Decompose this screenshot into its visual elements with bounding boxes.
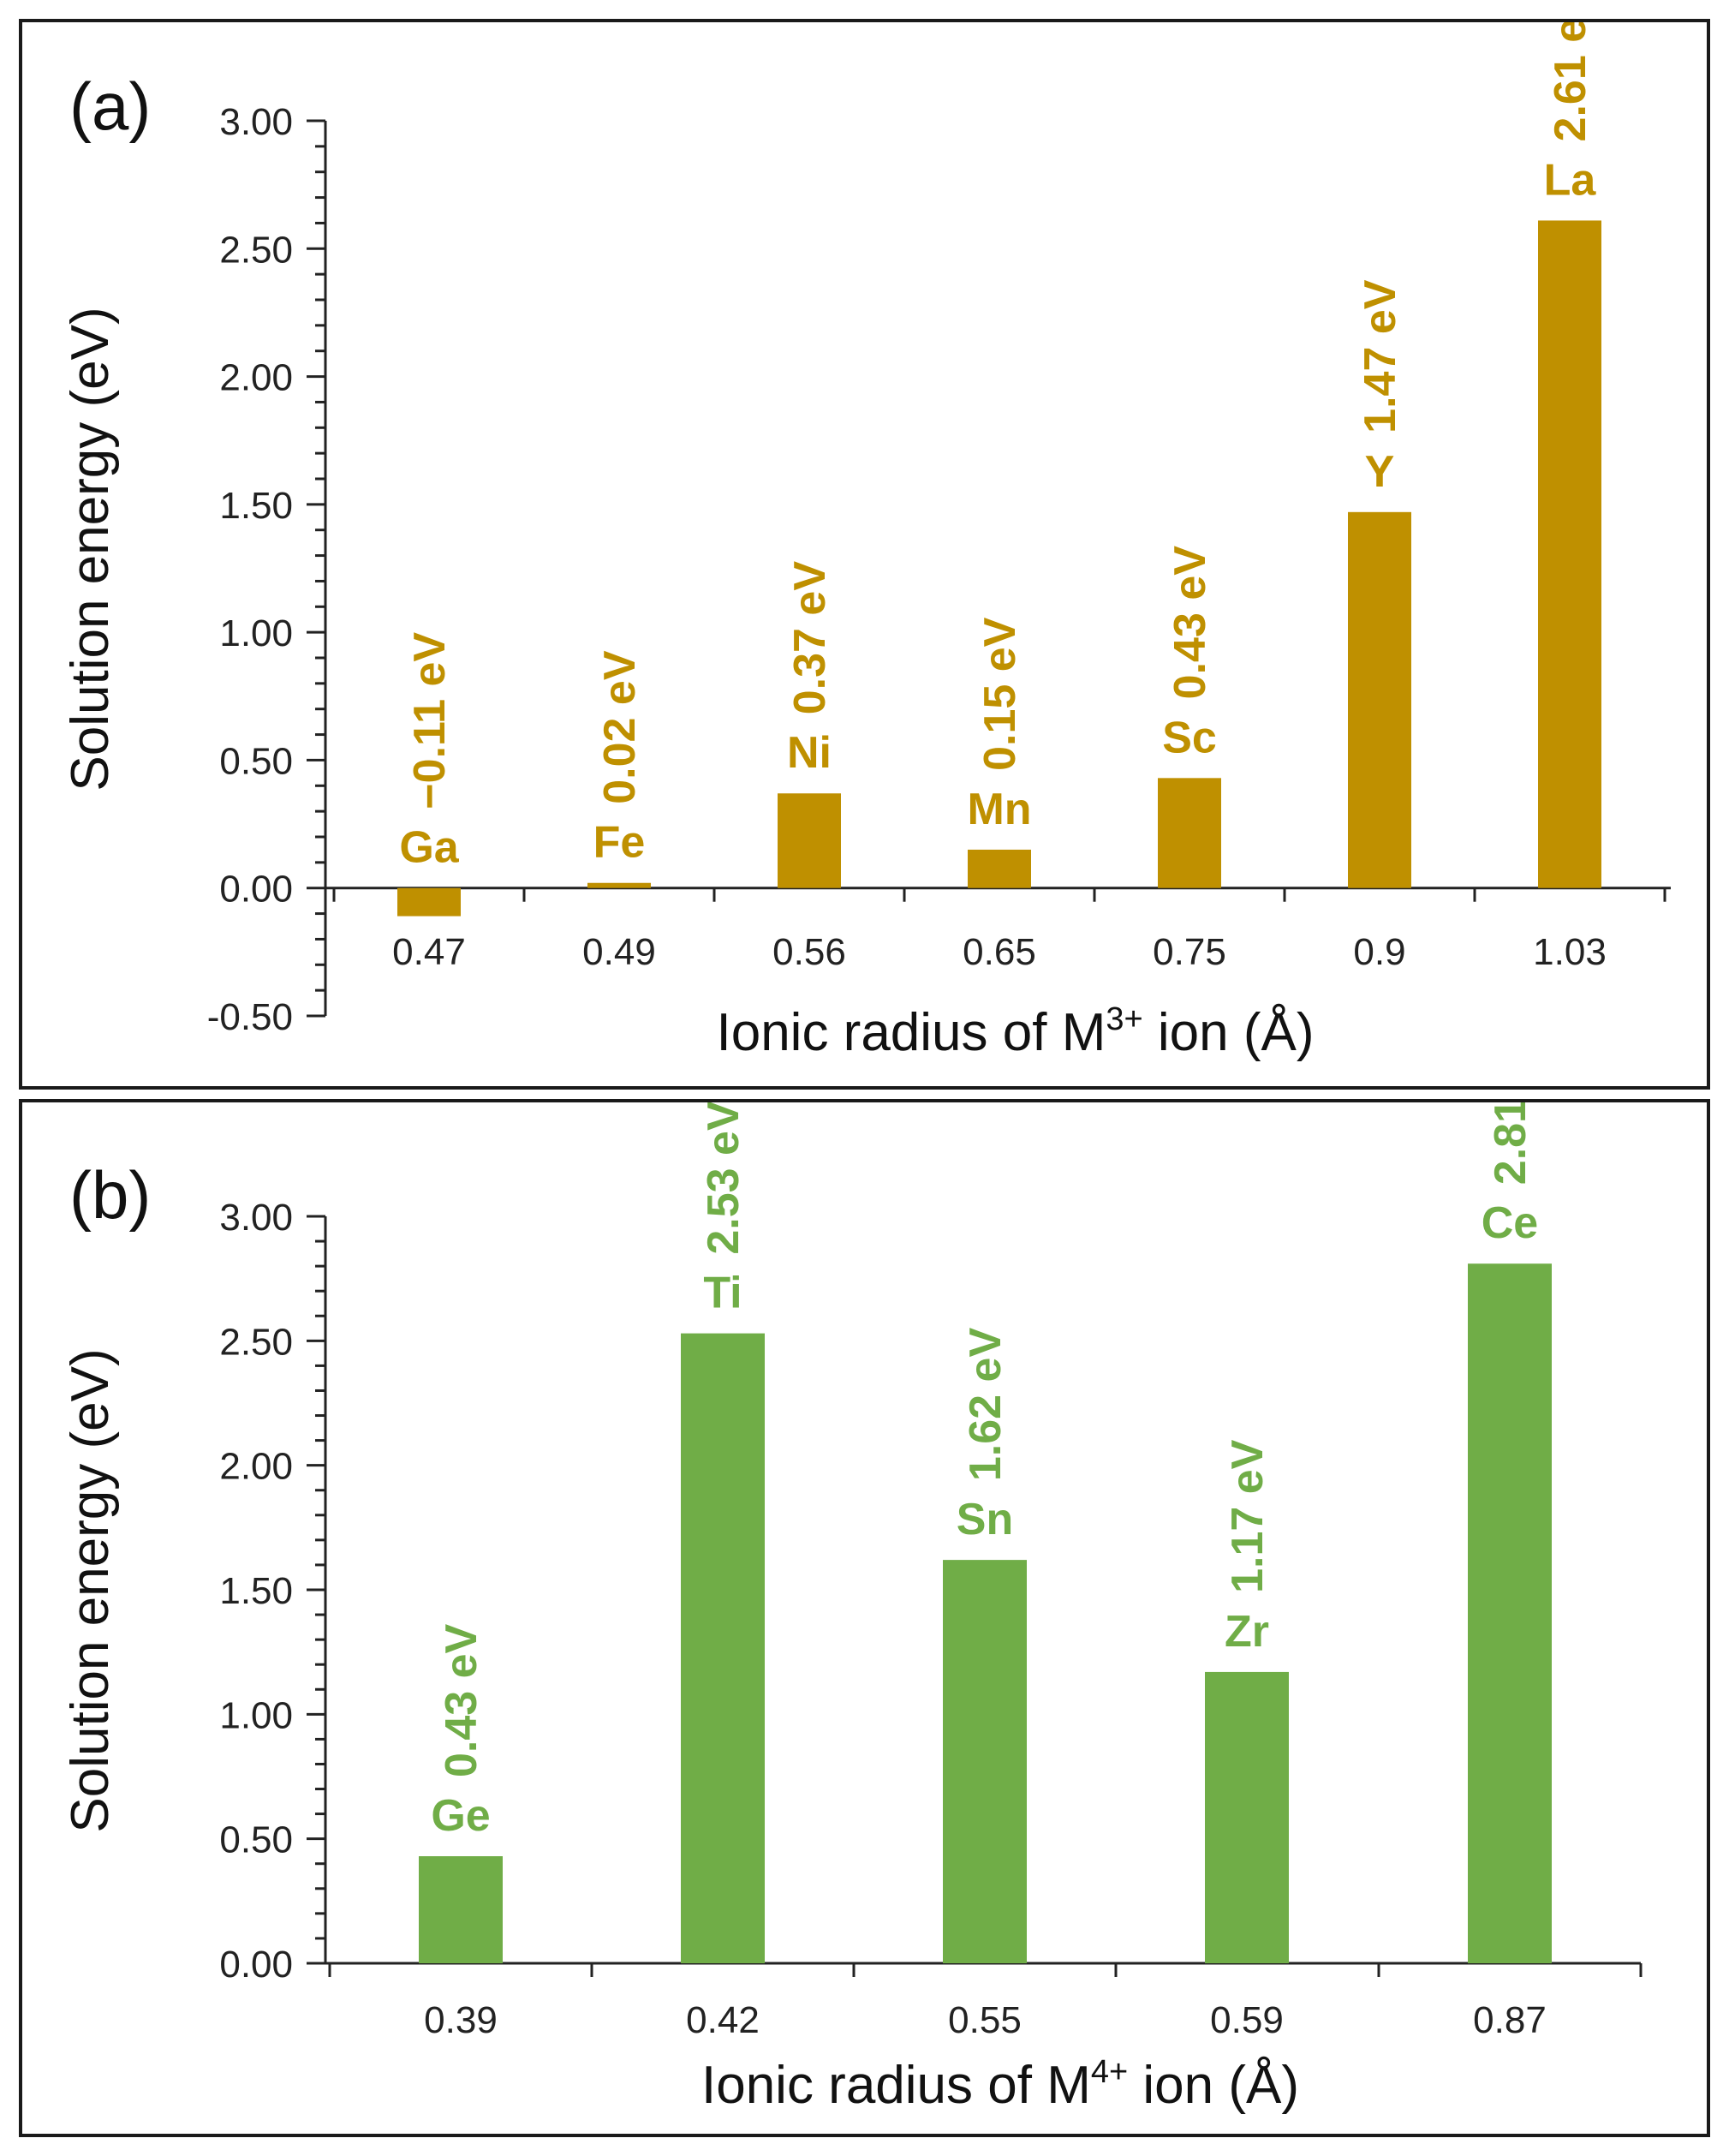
bar-ge bbox=[419, 1856, 503, 1963]
bar-zr bbox=[1205, 1671, 1289, 1963]
x-tick-label: 0.39 bbox=[424, 1999, 498, 2041]
x-tick-label: 0.65 bbox=[963, 931, 1036, 973]
x-tick-label: 0.75 bbox=[1153, 931, 1226, 973]
x-tick-label: 0.47 bbox=[392, 931, 466, 973]
bar-ga bbox=[397, 887, 461, 917]
data-value-label: 0.43 eV bbox=[1166, 546, 1215, 700]
element-label: Mn bbox=[967, 785, 1031, 834]
data-value-label: 0.37 eV bbox=[785, 561, 835, 715]
data-value-label: 2.81 eV bbox=[1486, 1102, 1535, 1185]
element-label: Ge bbox=[431, 1791, 490, 1841]
data-value-label: 1.62 eV bbox=[961, 1328, 1011, 1482]
chart-a: 3.00 2.50 2.00 1.50 1.00 0.50 0.00 -0.50 0.47 Ga −… bbox=[61, 22, 1671, 1062]
chart-panel-b: 3.00 2.50 2.00 1.50 1.00 0.50 0.00 0.39 Ge 0.43 e… bbox=[19, 1099, 1710, 2137]
element-label: Sn bbox=[957, 1495, 1013, 1544]
x-tick-label: 0.49 bbox=[582, 931, 656, 973]
y-tick-label: 0.50 bbox=[219, 1819, 293, 1861]
y-tick-label: 2.50 bbox=[219, 1321, 293, 1363]
x-tick-label: 0.42 bbox=[686, 1999, 760, 2041]
y-tick-label: -0.50 bbox=[207, 996, 293, 1038]
element-label: Fe bbox=[593, 818, 646, 868]
x-tick-label: 0.87 bbox=[1473, 1999, 1547, 2041]
data-value-label: 2.61 eV bbox=[1546, 22, 1595, 141]
element-label: La bbox=[1544, 155, 1597, 205]
bar-mn bbox=[968, 849, 1031, 888]
x-axis-title-prefix: Ionic radius of M bbox=[716, 1003, 1106, 1062]
element-label: Ga bbox=[399, 823, 459, 873]
y-tick-label: 3.00 bbox=[219, 101, 293, 143]
y-tick-label: 1.00 bbox=[219, 612, 293, 654]
bar-sn bbox=[943, 1560, 1027, 1963]
x-axis-title-superscript: 4+ bbox=[1091, 2054, 1128, 2090]
bar-ti bbox=[681, 1333, 765, 1963]
x-axis-title: Ionic radius of M3+ ion (Å) bbox=[716, 1001, 1314, 1062]
y-tick-label: 1.00 bbox=[219, 1694, 293, 1736]
y-tick-label: 3.00 bbox=[219, 1197, 293, 1239]
x-axis-title: Ionic radius of M4+ ion (Å) bbox=[701, 2054, 1299, 2115]
bar-ni bbox=[778, 793, 841, 888]
bar-y bbox=[1348, 511, 1411, 888]
y-tick-label: 2.00 bbox=[219, 357, 293, 399]
bar-fe bbox=[587, 882, 651, 888]
y-axis-title: Solution energy (eV) bbox=[61, 307, 120, 791]
x-tick-label: 0.55 bbox=[948, 1999, 1022, 2041]
x-axis-title-prefix: Ionic radius of M bbox=[701, 2056, 1091, 2115]
data-value-label: −0.11 eV bbox=[405, 632, 455, 809]
element-label: Ni bbox=[787, 728, 832, 778]
x-tick-label: 0.59 bbox=[1210, 1999, 1284, 2041]
element-label: Sc bbox=[1162, 713, 1217, 762]
y-tick-label: 0.00 bbox=[219, 1944, 293, 1986]
data-value-label: 0.43 eV bbox=[437, 1623, 486, 1777]
x-axis-title-suffix: ion (Å) bbox=[1128, 2056, 1299, 2115]
y-tick-label: 2.50 bbox=[219, 229, 293, 271]
data-value-label: 1.47 eV bbox=[1356, 279, 1405, 433]
x-axis-title-suffix: ion (Å) bbox=[1143, 1003, 1315, 1062]
element-label: Ce bbox=[1482, 1198, 1538, 1248]
y-tick-label: 0.50 bbox=[219, 740, 293, 782]
element-label: Zr bbox=[1225, 1607, 1269, 1657]
panel-label: (b) bbox=[69, 1157, 151, 1233]
data-value-label: 1.17 eV bbox=[1223, 1439, 1273, 1593]
y-axis-title: Solution energy (eV) bbox=[61, 1348, 120, 1832]
y-tick-label: 2.00 bbox=[219, 1446, 293, 1488]
x-tick-label: 0.56 bbox=[772, 931, 846, 973]
y-tick-label: 1.50 bbox=[219, 1570, 293, 1612]
data-value-label: 2.53 eV bbox=[699, 1102, 748, 1255]
bar-la bbox=[1538, 220, 1601, 888]
bar-ce bbox=[1468, 1263, 1552, 1963]
chart-b: 3.00 2.50 2.00 1.50 1.00 0.50 0.00 0.39 Ge 0.43 e… bbox=[61, 1102, 1643, 2115]
x-tick-label: 1.03 bbox=[1533, 931, 1607, 973]
y-tick-label: 1.50 bbox=[219, 485, 293, 527]
element-label: Ti bbox=[703, 1269, 742, 1318]
element-label: Y bbox=[1365, 447, 1395, 497]
bar-sc bbox=[1158, 778, 1221, 888]
chart-panel-a: 3.00 2.50 2.00 1.50 1.00 0.50 0.00 -0.50 0.47 Ga −… bbox=[19, 19, 1710, 1090]
data-value-label: 0.02 eV bbox=[595, 650, 645, 804]
x-axis-title-superscript: 3+ bbox=[1106, 1001, 1142, 1037]
data-value-label: 0.15 eV bbox=[975, 617, 1025, 771]
y-tick-label: 0.00 bbox=[219, 869, 293, 911]
panel-label: (a) bbox=[69, 69, 151, 144]
x-tick-label: 0.9 bbox=[1353, 931, 1405, 973]
